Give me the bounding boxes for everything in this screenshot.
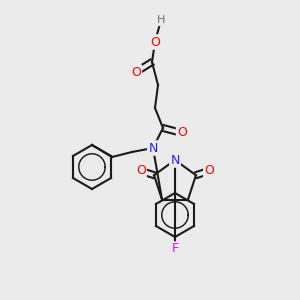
Text: N: N bbox=[170, 154, 180, 166]
Text: N: N bbox=[148, 142, 158, 154]
Text: O: O bbox=[150, 35, 160, 49]
Text: O: O bbox=[204, 164, 214, 177]
Text: O: O bbox=[177, 127, 187, 140]
Text: F: F bbox=[171, 242, 178, 256]
Text: O: O bbox=[136, 164, 146, 177]
Text: H: H bbox=[157, 15, 165, 25]
Text: O: O bbox=[131, 65, 141, 79]
